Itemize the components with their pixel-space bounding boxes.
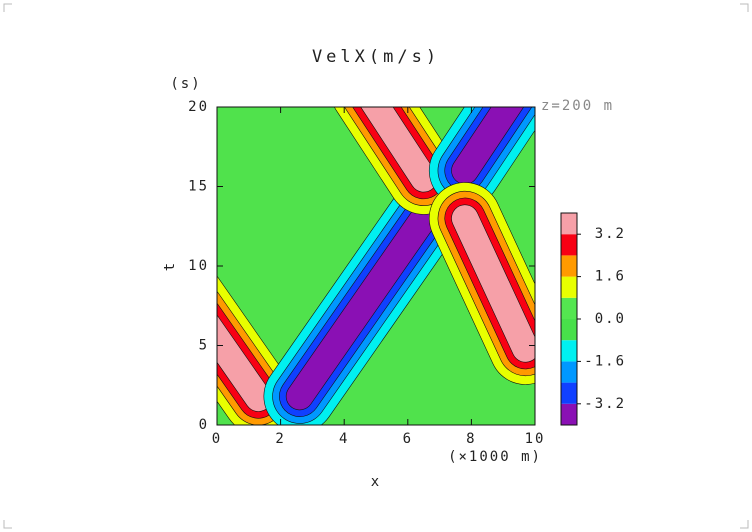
colorbar-tick-label: 3.2 [595, 226, 626, 242]
chart-title: VelX(m/s) [312, 47, 440, 67]
colorbar-swatch [561, 382, 577, 404]
contour-band [361, 107, 437, 192]
x-tick-label: 4 [339, 431, 349, 447]
plot-area [217, 107, 535, 425]
y-tick-label: 10 [188, 258, 209, 274]
colorbar-tick-label: -1.6 [584, 353, 626, 369]
colorbar-swatch [561, 319, 577, 341]
contour-band [451, 205, 535, 362]
contour-band [451, 107, 524, 184]
y-tick-label: 20 [188, 99, 209, 115]
colorbar-swatch [561, 361, 577, 383]
y-axis-label: t [162, 261, 178, 271]
x-unit: (×1000 m) [448, 449, 542, 465]
x-tick-label: 10 [525, 431, 546, 447]
colorbar-swatch [561, 403, 577, 425]
axes: 0 2 4 6 8 10 0 5 10 15 20 3.2 1.6 0.0 -1.6 -3.2 [188, 99, 626, 447]
y-tick-label: 0 [199, 417, 209, 433]
y-tick-label: 15 [188, 179, 209, 195]
contour-band [286, 205, 437, 410]
x-tick-label: 2 [275, 431, 285, 447]
x-axis-label: x [371, 474, 381, 490]
colorbar-swatch [561, 213, 577, 235]
colorbar-tick-label: 1.6 [595, 269, 626, 285]
y-unit: (s) [170, 76, 201, 92]
x-tick-label: 8 [466, 431, 476, 447]
annotation: z=200 m [541, 98, 614, 114]
x-tick-label: 6 [403, 431, 413, 447]
colorbar-tick-label: 0.0 [595, 311, 626, 327]
colorbar-swatch [561, 255, 577, 277]
colorbar-swatch [561, 234, 577, 256]
colorbar-swatch [561, 276, 577, 298]
y-tick-label: 5 [199, 338, 209, 354]
colorbar-swatch [561, 340, 577, 362]
x-tick-label: 0 [212, 431, 222, 447]
colorbar-swatch [561, 297, 577, 319]
colorbar-tick-label: -3.2 [584, 396, 626, 412]
corner-marks [3, 3, 749, 529]
